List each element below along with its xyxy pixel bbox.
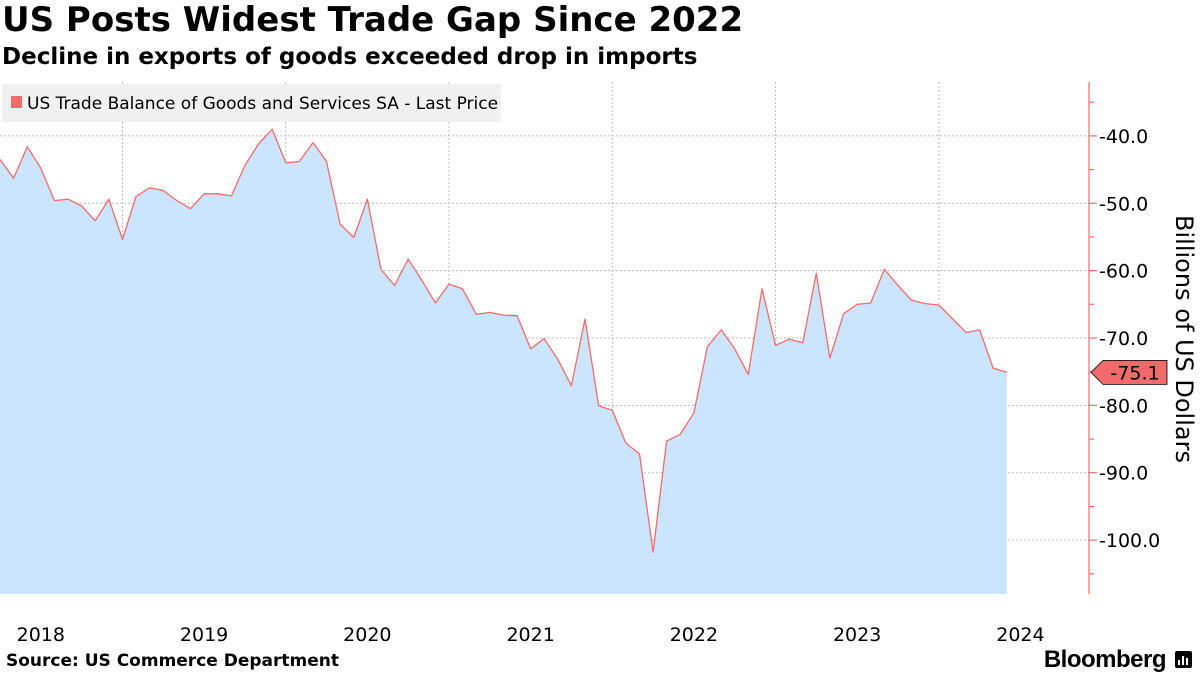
legend-label: US Trade Balance of Goods and Services S… [27, 94, 498, 114]
y-tick-label: -40.0 [1099, 126, 1148, 148]
chart-title: US Posts Widest Trade Gap Since 2022 [2, 0, 744, 40]
x-tick-label: 2022 [670, 624, 718, 646]
y-tick-label: -60.0 [1099, 261, 1148, 283]
x-tick-label: 2018 [17, 624, 65, 646]
last-value-label: -75.1 [1110, 362, 1159, 384]
series-line [0, 128, 1008, 553]
x-tick-label: 2023 [833, 624, 881, 646]
legend-swatch [11, 96, 22, 108]
x-tick-label: 2024 [996, 624, 1044, 646]
y-tick-label: -90.0 [1099, 463, 1148, 485]
axis-layer: -40.0 -50.0 -60.0 -70.0 -80.0 -90.0 -100.0 -75.… [17, 82, 1168, 646]
y-tick-label: -70.0 [1099, 328, 1148, 350]
x-tick-label: 2020 [343, 624, 391, 646]
x-tick-label: 2021 [506, 624, 554, 646]
y-tick-label: -50.0 [1099, 193, 1148, 215]
chart-subtitle: Decline in exports of goods exceeded dro… [2, 44, 698, 70]
legend-background [2, 84, 501, 122]
bar-chart-icon [1175, 651, 1192, 668]
legend: US Trade Balance of Goods and Services S… [2, 84, 501, 122]
bloomberg-logo: Bloomberg [1043, 646, 1167, 673]
y-tick-label: -100.0 [1099, 530, 1160, 552]
x-tick-label: 2019 [180, 624, 228, 646]
series-area [0, 129, 1007, 594]
last-value-badge [1090, 359, 1168, 385]
y-tick-label: -80.0 [1099, 395, 1148, 417]
y-axis-label: Billions of US Dollars [1170, 215, 1198, 463]
source-note: Source: US Commerce Department [6, 651, 339, 671]
area-layer [0, 128, 1008, 594]
